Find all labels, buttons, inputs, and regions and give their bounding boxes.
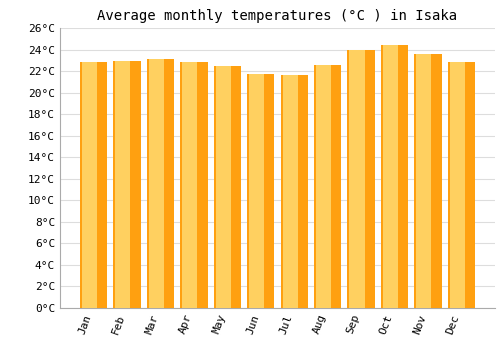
Title: Average monthly temperatures (°C ) in Isaka: Average monthly temperatures (°C ) in Is… [98,9,458,23]
Bar [80,62,107,308]
Bar [113,61,140,308]
Bar [314,65,342,308]
Bar [414,54,442,308]
Bar [116,61,130,308]
Bar [316,65,331,308]
Bar [416,54,432,308]
Bar [448,62,475,308]
Bar [350,50,364,308]
Bar [146,59,174,308]
Bar [247,74,274,308]
Bar [148,59,164,308]
Bar [249,74,264,308]
Bar [450,62,465,308]
Bar [180,62,208,308]
Bar [282,75,298,308]
Bar [280,75,308,308]
Bar [82,62,97,308]
Bar [214,66,241,308]
Bar [216,66,230,308]
Bar [182,62,198,308]
Bar [381,45,408,308]
Bar [348,50,375,308]
Bar [383,45,398,308]
